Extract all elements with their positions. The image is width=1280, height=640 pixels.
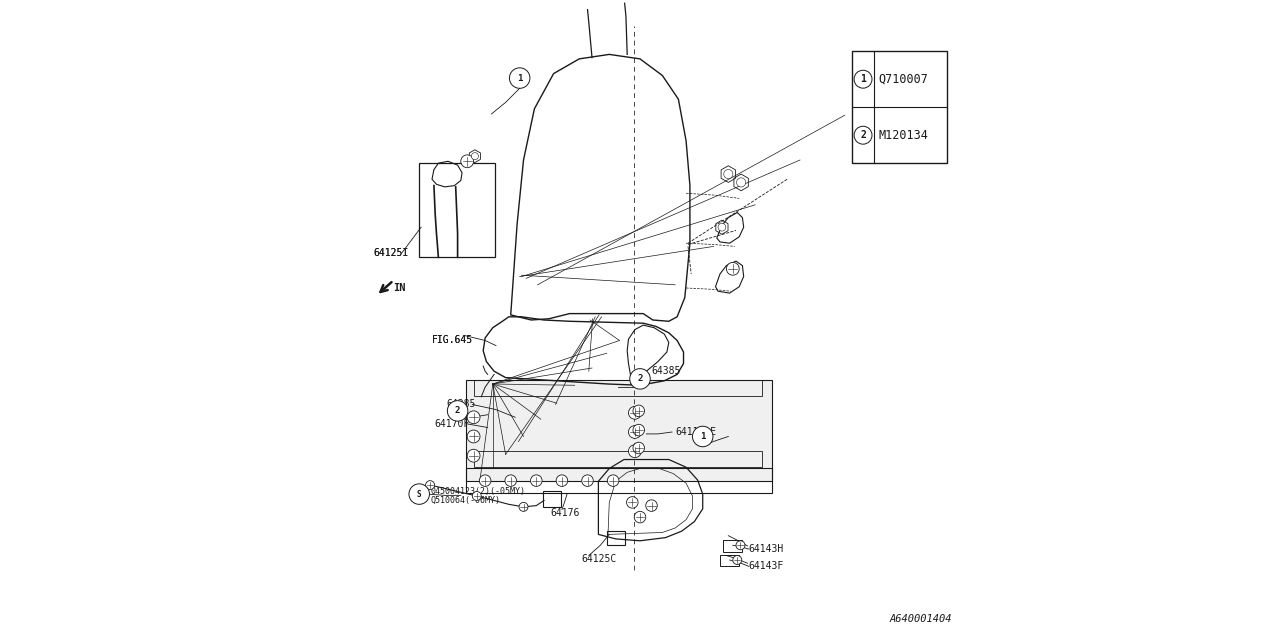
Circle shape xyxy=(718,223,726,231)
Circle shape xyxy=(854,126,872,144)
Circle shape xyxy=(448,401,468,421)
Text: 64125C: 64125C xyxy=(581,554,617,564)
Circle shape xyxy=(410,484,430,504)
Text: 2: 2 xyxy=(637,374,643,383)
Circle shape xyxy=(467,411,480,424)
Text: 64125I: 64125I xyxy=(374,248,408,258)
Circle shape xyxy=(736,541,745,550)
Circle shape xyxy=(692,426,713,447)
Circle shape xyxy=(854,70,872,88)
Circle shape xyxy=(531,475,543,486)
Circle shape xyxy=(628,406,641,419)
Text: 2: 2 xyxy=(860,130,867,140)
Text: 64385: 64385 xyxy=(652,366,681,376)
Circle shape xyxy=(467,430,480,443)
Circle shape xyxy=(628,445,641,458)
Text: 1: 1 xyxy=(517,74,522,83)
Circle shape xyxy=(520,502,529,511)
Circle shape xyxy=(506,475,517,486)
Text: 045004123(2)(-05MY): 045004123(2)(-05MY) xyxy=(430,487,525,496)
Text: 64143H: 64143H xyxy=(749,544,785,554)
Text: 64385: 64385 xyxy=(447,399,476,410)
Circle shape xyxy=(509,68,530,88)
Circle shape xyxy=(471,153,479,160)
Text: 1: 1 xyxy=(860,74,867,84)
Circle shape xyxy=(630,369,650,389)
Text: 1: 1 xyxy=(700,432,705,441)
Text: 2: 2 xyxy=(454,406,461,415)
Text: FIG.645: FIG.645 xyxy=(433,335,474,346)
Text: A640001404: A640001404 xyxy=(890,614,952,624)
Text: 64170F: 64170F xyxy=(434,419,470,429)
Text: 64125I: 64125I xyxy=(374,248,408,258)
Text: FIG.645: FIG.645 xyxy=(433,335,474,346)
Text: Q710007: Q710007 xyxy=(879,73,928,86)
Circle shape xyxy=(732,556,742,564)
Circle shape xyxy=(581,475,594,486)
Circle shape xyxy=(461,155,474,168)
Text: 64115AE: 64115AE xyxy=(676,427,717,437)
Circle shape xyxy=(634,424,645,436)
Text: IN: IN xyxy=(393,283,406,293)
Circle shape xyxy=(628,426,641,438)
FancyBboxPatch shape xyxy=(466,380,772,481)
Circle shape xyxy=(635,511,646,523)
Circle shape xyxy=(467,449,480,462)
Circle shape xyxy=(608,475,620,486)
Text: 64143F: 64143F xyxy=(749,561,785,572)
Circle shape xyxy=(425,481,435,490)
Circle shape xyxy=(634,405,645,417)
Circle shape xyxy=(480,475,492,486)
Circle shape xyxy=(472,492,481,500)
Circle shape xyxy=(736,178,746,187)
Text: Q510064(-06MY): Q510064(-06MY) xyxy=(430,496,500,505)
Circle shape xyxy=(646,500,658,511)
Text: S: S xyxy=(417,490,421,499)
Circle shape xyxy=(557,475,568,486)
Text: 64176: 64176 xyxy=(550,508,580,518)
Text: M120134: M120134 xyxy=(879,129,928,141)
Circle shape xyxy=(727,262,740,275)
Circle shape xyxy=(723,170,733,179)
Circle shape xyxy=(627,497,637,508)
Circle shape xyxy=(634,442,645,454)
